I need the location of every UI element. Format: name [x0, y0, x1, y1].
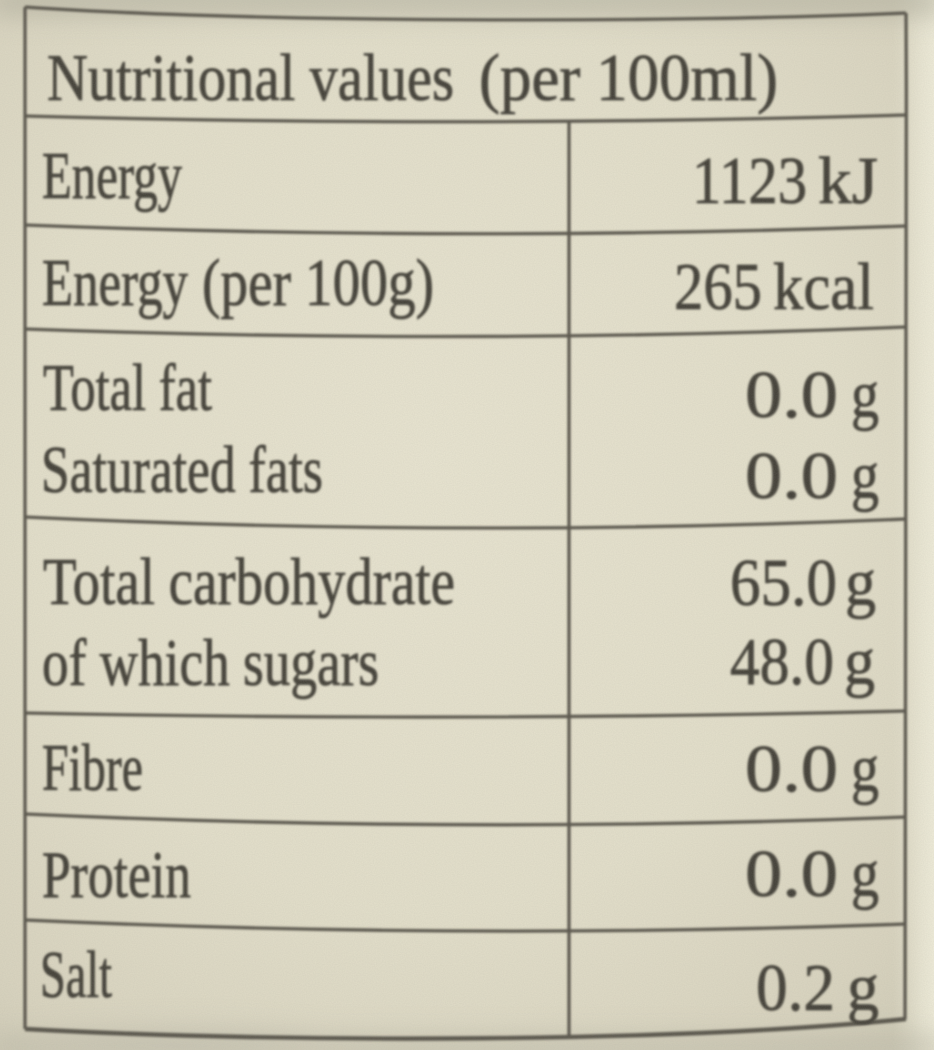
svg-text:0.0: 0.0	[745, 358, 838, 432]
svg-text:g: g	[851, 358, 879, 432]
svg-text:g: g	[851, 732, 879, 806]
svg-text:48.0: 48.0	[730, 625, 834, 699]
svg-text:g: g	[845, 546, 876, 620]
svg-text:(per 100g): (per 100g)	[202, 246, 434, 320]
svg-text:Fibre: Fibre	[42, 731, 143, 805]
svg-text:Salt: Salt	[40, 938, 112, 1012]
svg-text:of which sugars: of which sugars	[42, 626, 379, 700]
svg-text:0.0: 0.0	[745, 439, 838, 513]
svg-text:Energy: Energy	[42, 139, 182, 213]
svg-text:0.2: 0.2	[756, 951, 835, 1025]
svg-text:g: g	[847, 951, 879, 1025]
svg-text:Energy: Energy	[42, 246, 188, 320]
svg-text:Saturated fats: Saturated fats	[41, 433, 323, 507]
svg-text:g: g	[851, 837, 879, 911]
svg-text:kcal: kcal	[773, 250, 874, 324]
svg-text:65.0: 65.0	[730, 546, 837, 620]
svg-text:g: g	[844, 625, 875, 699]
svg-text:265: 265	[674, 250, 762, 324]
svg-text:0.0: 0.0	[745, 732, 838, 806]
svg-text:Total carbohydrate: Total carbohydrate	[43, 545, 455, 619]
svg-text:g: g	[851, 439, 879, 513]
svg-text:kJ: kJ	[818, 144, 878, 218]
svg-text:0.0: 0.0	[745, 837, 838, 911]
svg-text:(per 100ml): (per 100ml)	[479, 41, 778, 115]
svg-text:Protein: Protein	[42, 838, 191, 912]
svg-text:Nutritional values: Nutritional values	[47, 41, 454, 115]
svg-text:Total fat: Total fat	[43, 351, 212, 425]
svg-text:1123: 1123	[692, 144, 807, 218]
